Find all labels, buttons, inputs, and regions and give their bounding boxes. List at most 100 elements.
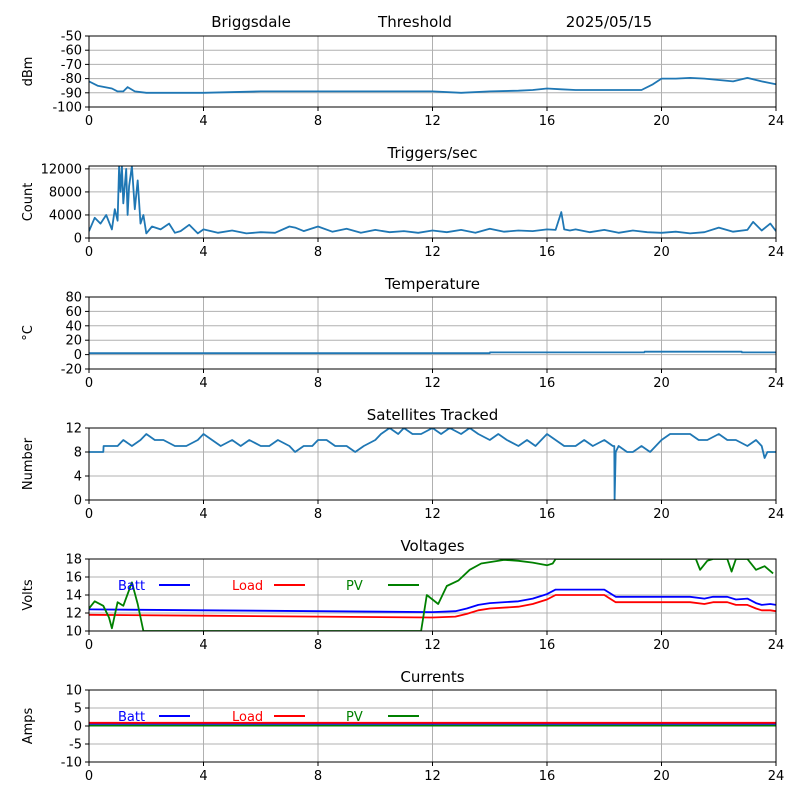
- y-tick-label: 18: [65, 553, 82, 568]
- y-axis-label: dBm: [21, 57, 36, 87]
- panel-title: Triggers/sec: [387, 144, 478, 162]
- y-tick-label: -60: [61, 44, 82, 59]
- series-line-batt: [89, 588, 776, 613]
- y-tick-label: 5: [74, 702, 82, 717]
- x-tick-label: 20: [653, 245, 670, 260]
- x-tick-label: 0: [85, 507, 93, 522]
- y-tick-label: -10: [61, 756, 82, 771]
- x-tick-label: 12: [424, 638, 441, 653]
- y-axis-label: °C: [21, 325, 36, 341]
- series-line-series-0: [89, 77, 776, 94]
- x-tick-label: 4: [199, 114, 207, 129]
- y-axis-label: Count: [21, 183, 36, 222]
- series-line-series-0: [89, 428, 776, 500]
- station-name: Briggsdale: [211, 13, 291, 31]
- header-label: Threshold: [377, 13, 452, 31]
- x-tick-label: 16: [539, 769, 556, 784]
- y-tick-label: 0: [74, 720, 82, 735]
- x-tick-label: 4: [199, 507, 207, 522]
- y-tick-label: 8: [74, 446, 82, 461]
- x-tick-label: 8: [314, 245, 322, 260]
- y-tick-label: -50: [61, 30, 82, 45]
- y-tick-label: -20: [61, 363, 82, 378]
- x-tick-label: 12: [424, 376, 441, 391]
- x-tick-label: 20: [653, 638, 670, 653]
- x-tick-label: 16: [539, 376, 556, 391]
- y-tick-label: 80: [65, 291, 82, 306]
- y-tick-label: -80: [61, 72, 82, 87]
- y-axis-label: Amps: [21, 707, 36, 744]
- x-tick-label: 16: [539, 507, 556, 522]
- y-tick-label: 12: [65, 607, 82, 622]
- y-axis-label: Volts: [21, 579, 36, 611]
- y-tick-label: 4000: [49, 208, 82, 223]
- legend-label-batt: Batt: [118, 710, 145, 725]
- series-line-load: [89, 594, 776, 619]
- legend-label-load: Load: [232, 710, 263, 725]
- panel-title: Voltages: [400, 537, 464, 555]
- x-tick-label: 16: [539, 114, 556, 129]
- y-tick-label: 16: [65, 571, 82, 586]
- y-tick-label: -70: [61, 58, 82, 73]
- x-tick-label: 0: [85, 245, 93, 260]
- x-tick-label: 20: [653, 376, 670, 391]
- y-tick-label: 10: [65, 625, 82, 640]
- x-tick-label: 0: [85, 114, 93, 129]
- figure-header: Briggsdale Threshold 2025/05/15: [211, 13, 652, 31]
- x-tick-label: 12: [424, 507, 441, 522]
- y-tick-label: 14: [65, 589, 82, 604]
- legend-label-load: Load: [232, 579, 263, 594]
- header-date: 2025/05/15: [566, 13, 652, 31]
- x-tick-label: 4: [199, 769, 207, 784]
- y-tick-label: 40: [65, 319, 82, 334]
- x-tick-label: 8: [314, 638, 322, 653]
- series-line-series-0: [89, 166, 776, 235]
- legend-label-pv: PV: [346, 710, 363, 725]
- x-tick-label: 20: [653, 769, 670, 784]
- y-tick-label: -100: [52, 101, 82, 116]
- legend-label-pv: PV: [346, 579, 363, 594]
- x-tick-label: 0: [85, 769, 93, 784]
- y-tick-label: -5: [69, 738, 82, 753]
- x-tick-label: 4: [199, 245, 207, 260]
- panel-title: Currents: [400, 668, 464, 686]
- x-tick-label: 8: [314, 114, 322, 129]
- legend-label-batt: Batt: [118, 579, 145, 594]
- y-tick-label: 12: [65, 422, 82, 437]
- x-tick-label: 16: [539, 638, 556, 653]
- x-tick-label: 12: [424, 245, 441, 260]
- x-tick-label: 8: [314, 507, 322, 522]
- y-tick-label: 12000: [41, 162, 82, 177]
- y-tick-label: 8000: [49, 185, 82, 200]
- x-tick-label: 20: [653, 507, 670, 522]
- panel-title: Temperature: [384, 275, 480, 293]
- x-tick-label: 12: [424, 769, 441, 784]
- series-line-series-0: [89, 350, 776, 355]
- y-tick-label: 20: [65, 334, 82, 349]
- x-tick-label: 24: [768, 507, 785, 522]
- panel-currents: 0 4 8 12 16 20 24 -10 -5 0 5 10 Amps Currents Batt Load…: [21, 668, 784, 784]
- x-tick-label: 4: [199, 638, 207, 653]
- x-tick-label: 0: [85, 638, 93, 653]
- x-tick-label: 24: [768, 638, 785, 653]
- y-tick-label: 0: [74, 232, 82, 247]
- y-tick-label: 60: [65, 305, 82, 320]
- x-tick-label: 24: [768, 769, 785, 784]
- x-tick-label: 8: [314, 376, 322, 391]
- x-tick-label: 12: [424, 114, 441, 129]
- panel-triggers: 0 4 8 12 16 20 24 0 4000 8000 12000 Count Triggers/s…: [21, 144, 784, 260]
- y-tick-label: 0: [74, 348, 82, 363]
- panel-threshold: 0 4 8 12 16 20 24 -100-90-80-70-60-50 dBm: [21, 30, 784, 130]
- x-tick-label: 20: [653, 114, 670, 129]
- y-tick-label: -90: [61, 86, 82, 101]
- x-tick-label: 4: [199, 376, 207, 391]
- panel-voltages: 0 4 8 12 16 20 24 10 12 14 16 18 Volts Voltages Batt Lo…: [21, 537, 784, 653]
- x-tick-label: 24: [768, 114, 785, 129]
- panel-satellites: 0 4 8 12 16 20 24 0 4 8 12 Number Satellites Tracked: [21, 406, 784, 522]
- x-tick-label: 8: [314, 769, 322, 784]
- x-tick-label: 16: [539, 245, 556, 260]
- y-tick-label: 4: [74, 470, 82, 485]
